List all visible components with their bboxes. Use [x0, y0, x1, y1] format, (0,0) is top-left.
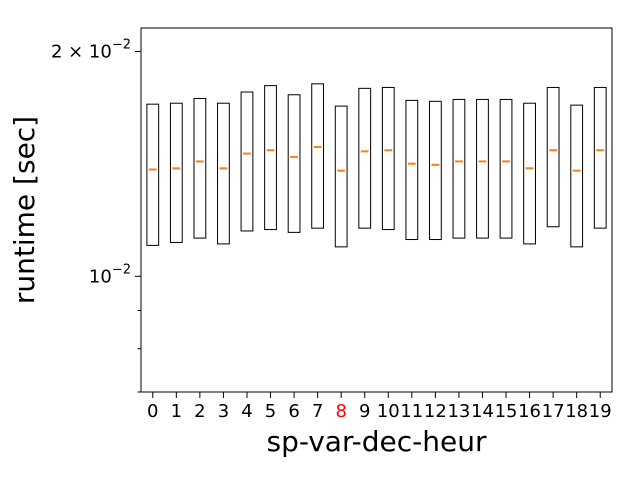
box-19 [593, 86, 607, 229]
x-tick-label-14: 14 [471, 401, 494, 422]
x-tick-label-11: 11 [400, 401, 423, 422]
x-tick-label-12: 12 [424, 401, 447, 422]
x-tick-label-0: 0 [147, 401, 158, 422]
y-axis: 2 × 10−2 10−2 [51, 37, 141, 393]
x-tick-label-13: 13 [447, 401, 470, 422]
x-tick-label-9: 9 [359, 401, 370, 422]
x-tick-label-6: 6 [288, 401, 299, 422]
box-8 [334, 105, 348, 248]
x-tick-label-2: 2 [194, 401, 205, 422]
box-15 [499, 98, 513, 239]
x-tick-label-16: 16 [518, 401, 541, 422]
box-12 [428, 100, 442, 241]
y-axis-label: runtime [sec] [8, 116, 41, 304]
box-13 [452, 98, 466, 239]
box-7 [311, 83, 325, 229]
x-tick-label-4: 4 [241, 401, 252, 422]
y-tick-label: 10−2 [89, 262, 131, 287]
x-tick-label-15: 15 [495, 401, 518, 422]
box-16 [523, 102, 536, 245]
box-17 [546, 86, 560, 228]
box-10 [381, 86, 395, 231]
box-2 [193, 98, 207, 239]
box-5 [264, 85, 277, 231]
box-11 [405, 99, 419, 241]
box-0 [146, 103, 160, 246]
box-4 [240, 91, 254, 232]
box-14 [476, 98, 489, 239]
box-3 [217, 102, 230, 245]
x-tick-label-1: 1 [171, 401, 182, 422]
x-tick-label-8: 8 [335, 401, 346, 422]
box-group [146, 83, 607, 248]
x-tick-label-3: 3 [218, 401, 229, 422]
x-tick-label-5: 5 [265, 401, 276, 422]
x-axis: 0 1 2 3 4 5 6 7 8 9 10 11 12 13 14 15 16 17 18 19 [147, 392, 612, 422]
box-1 [169, 102, 183, 243]
x-tick-label-7: 7 [312, 401, 323, 422]
x-tick-label-17: 17 [542, 401, 565, 422]
x-axis-label: sp-var-dec-heur [267, 425, 487, 458]
box-9 [358, 87, 372, 229]
box-6 [287, 94, 301, 233]
x-tick-label-18: 18 [565, 401, 588, 422]
y-tick-label: 2 × 10−2 [51, 37, 131, 62]
plot-area [140, 27, 613, 393]
box-18 [570, 104, 584, 248]
x-tick-label-10: 10 [377, 401, 400, 422]
x-tick-label-19: 19 [589, 401, 612, 422]
